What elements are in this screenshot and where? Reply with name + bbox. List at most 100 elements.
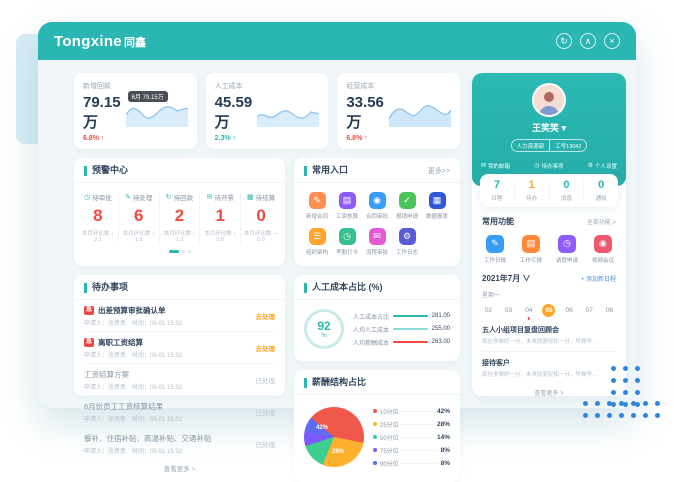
refresh-button[interactable]: ↻ [556,33,572,49]
app-attendance[interactable]: ◷ 考勤打卡 [332,228,362,256]
todo-meta: 申请人：张思思 时间：05-01 15:32 [84,416,183,423]
qf-label: 工作汇报 [519,257,542,264]
legend-label: 90分位 [380,461,399,468]
section-header: 待办事项 [74,275,285,300]
todo-item[interactable]: 急出差预算审批确认单 申请人：张思思 时间：05-01 15:32 去处理 [84,300,275,332]
todo-title: 出差预算审批确认单 [98,305,166,315]
stat-message[interactable]: 0 消息 [548,179,584,202]
chevron-down-icon: ▾ [561,123,567,133]
section-header: 薪酬结构占比 [294,370,460,395]
legend-leader [401,410,434,412]
user-name[interactable]: 王笑笑 ▾ [531,123,567,133]
area-chart-icon [125,105,188,127]
close-button[interactable]: × [604,33,620,49]
todo-item[interactable]: 工资结算方案 申请人：张思思 时间：05-01 15:32 已处理 [84,364,275,396]
area-chart-icon [257,109,320,127]
calendar-day[interactable]: 03 [505,306,513,314]
salary-structure-card: 薪酬结构占比 42% 28% 10分位 42% 25分位 28% 50分位 14% [294,369,460,482]
stat-card-operating-cost[interactable]: 经营成本 33.56万 6.8% ↑ [337,73,461,149]
calendar-month-selector[interactable]: 2021年7月 ∨ [482,273,531,283]
app-contract[interactable]: ✎ 新增合同 [302,192,332,220]
calendar-day[interactable]: 08 [605,306,614,314]
app-icon-grid: ✎ 新增合同 ▤ 工资核算 ◉ 合同审批 ✓ 报销申请 ▦ 数据报表 ☰ 组织架构 ◷ 考勤打… [294,183,460,266]
app-payroll[interactable]: ▤ 工资核算 [332,192,362,220]
calendar-day[interactable]: 07 [585,306,593,314]
app-approval[interactable]: ◉ 合同审批 [362,192,392,220]
legend-dot [373,409,377,414]
legend-label: 25分位 [380,422,399,429]
legend-line [393,315,428,318]
stat-notice[interactable]: 0 通知 [583,179,618,202]
stat-card-revenue[interactable]: 新增回款 79.15万 6.8% ↑ 6月 79.15万 [74,73,197,149]
stat-todo[interactable]: 1 待办 [513,179,549,202]
profile-header: 王笑笑 ▾ 人力资源部 工号13042 ✉ 我的邮箱 ◷ 待办事项 ⚙ 个人设置 [472,73,626,186]
todo-action[interactable]: 去处理 [255,313,276,321]
settings-link[interactable]: ⚙ 个人设置 [587,163,617,170]
schedule-item[interactable]: 接待客户 现在多做好一分，未来就更轻松一分，早做早… [482,352,616,384]
alert-subtext: 本月环比数 ↓ 0.8 [204,230,237,243]
section-header: 常用入口 更多>> [294,158,460,183]
all-functions-link[interactable]: 全部功能 > [586,219,616,226]
stat-label: 人工成本 [214,83,243,90]
app-workflow[interactable]: ✉ 流程审批 [362,228,392,256]
stat-card-labor-cost[interactable]: 人工成本 45.59万 2.3% ↑ [205,73,329,149]
entries-more-link[interactable]: 更多>> [427,168,450,175]
schedule-title: 五人小组项目复盘回顾会 [482,326,559,334]
legend-leader [401,449,438,451]
todo-link[interactable]: ◷ 待办事项 [534,163,564,170]
legend-label: 人均人工成本 [353,327,390,334]
todo-action[interactable]: 去处理 [255,345,276,353]
mailbox-link[interactable]: ✉ 我的邮箱 [481,163,511,170]
collapse-button[interactable]: ∧ [580,33,596,49]
gauge-legend: 人工成本占比 281.00 人均人工成本 255.00 人均薪酬成本 263.00 [353,308,450,351]
app-report[interactable]: ▦ 数据报表 [422,192,452,220]
legend-value: 263.00 [431,339,450,346]
stat-schedule[interactable]: 7 日程 [480,179,514,202]
qf-daily-report[interactable]: ✎ 工作日报 [484,234,506,264]
todo-item[interactable]: 急离职工资结算 申请人：张思思 时间：05-01 15:32 去处理 [84,332,275,364]
todo-item[interactable]: 6月份员工工资核算结果 申请人：张思思 时间：05-01 15:32 已处理 [84,396,275,428]
todo-item[interactable]: 餐补、住宿补贴、高温补贴、交通补贴 申请人：张思思 时间：05-01 15:32… [84,428,275,459]
alert-col-invoice[interactable]: ✉ 待开票 1 本月环比数 ↓ 0.8 [200,191,242,243]
logo-text-en: Tongxine [54,32,122,50]
legend-leader [401,436,434,438]
window-controls: ↻ ∧ × [556,33,620,49]
calendar-day-selected[interactable]: 05 [542,303,556,317]
alert-col-payment[interactable]: ↻ 待回款 2 本月环比数 ↑ 1.2 [160,191,201,243]
carousel-pager[interactable] [74,245,285,260]
calendar-day[interactable]: 06 [565,306,573,314]
gauge-body: 92 % 人工成本占比 281.00 人均人工成本 255.00 人均薪酬成本 263… [294,300,460,361]
section-header: 预警中心 [74,158,285,183]
mail-icon: ✉ [481,163,487,169]
todo-more-link[interactable]: 查看更多 > [163,465,196,473]
calendar-day[interactable]: 02 [484,306,493,314]
app-reimburse[interactable]: ✓ 报销申请 [392,192,422,220]
calendar-day[interactable]: 04 [522,304,535,320]
todo-title: 6月份员工工资核算结果 [84,401,164,411]
legend-label: 人均薪酬成本 [353,340,390,347]
todo-title: 工资结算方案 [84,369,129,379]
legend-label: 75分位 [380,448,399,455]
alert-center-card: 预警中心 ◷ 待审批 8 本月环比数 ↓ 2.1 ✎ 待处理 6 本月环比数 ↓ 1… [74,158,285,266]
schedule-item[interactable]: 五人小组项目复盘回顾会 现在多做好一分，未来就更轻松一分，早做早… [482,319,616,352]
qf-video-meeting[interactable]: ◉ 视频会议 [592,234,614,264]
middle-row: 预警中心 ◷ 待审批 8 本月环比数 ↓ 2.1 ✎ 待处理 6 本月环比数 ↓ 1… [74,158,460,266]
qf-leave-request[interactable]: ◷ 请假申请 [556,234,578,264]
legend-dot [373,448,377,453]
app-org[interactable]: ☰ 组织架构 [302,228,332,256]
section-title: 常用入口 [304,165,348,176]
worklog-icon: ⚙ [398,228,416,245]
add-schedule-link[interactable]: + 添加新日程 [580,276,616,283]
dept-badge: 人力资源部 工号13042 [510,139,588,152]
qf-work-report[interactable]: ▤ 工作汇报 [519,234,542,264]
app-worklog[interactable]: ⚙ 工作日志 [392,228,422,256]
alert-label: 待结算 [255,194,276,202]
alert-col-handle[interactable]: ✎ 待处理 6 本月环比数 ↓ 1.5 [119,191,160,243]
avatar[interactable] [532,83,566,117]
alert-col-approve[interactable]: ◷ 待审批 8 本月环比数 ↓ 2.1 [78,191,119,243]
legend-value: 281.00 [431,313,450,320]
schedule-more-link[interactable]: 查看更多 > [534,391,564,396]
alert-col-settle[interactable]: ▦ 待结算 0 本月环比数 — 0.0 [241,192,281,243]
bottom-row: 待办事项 急出差预算审批确认单 申请人：张思思 时间：05-01 15:32 去… [74,275,460,482]
report-icon: ▦ [428,192,446,209]
